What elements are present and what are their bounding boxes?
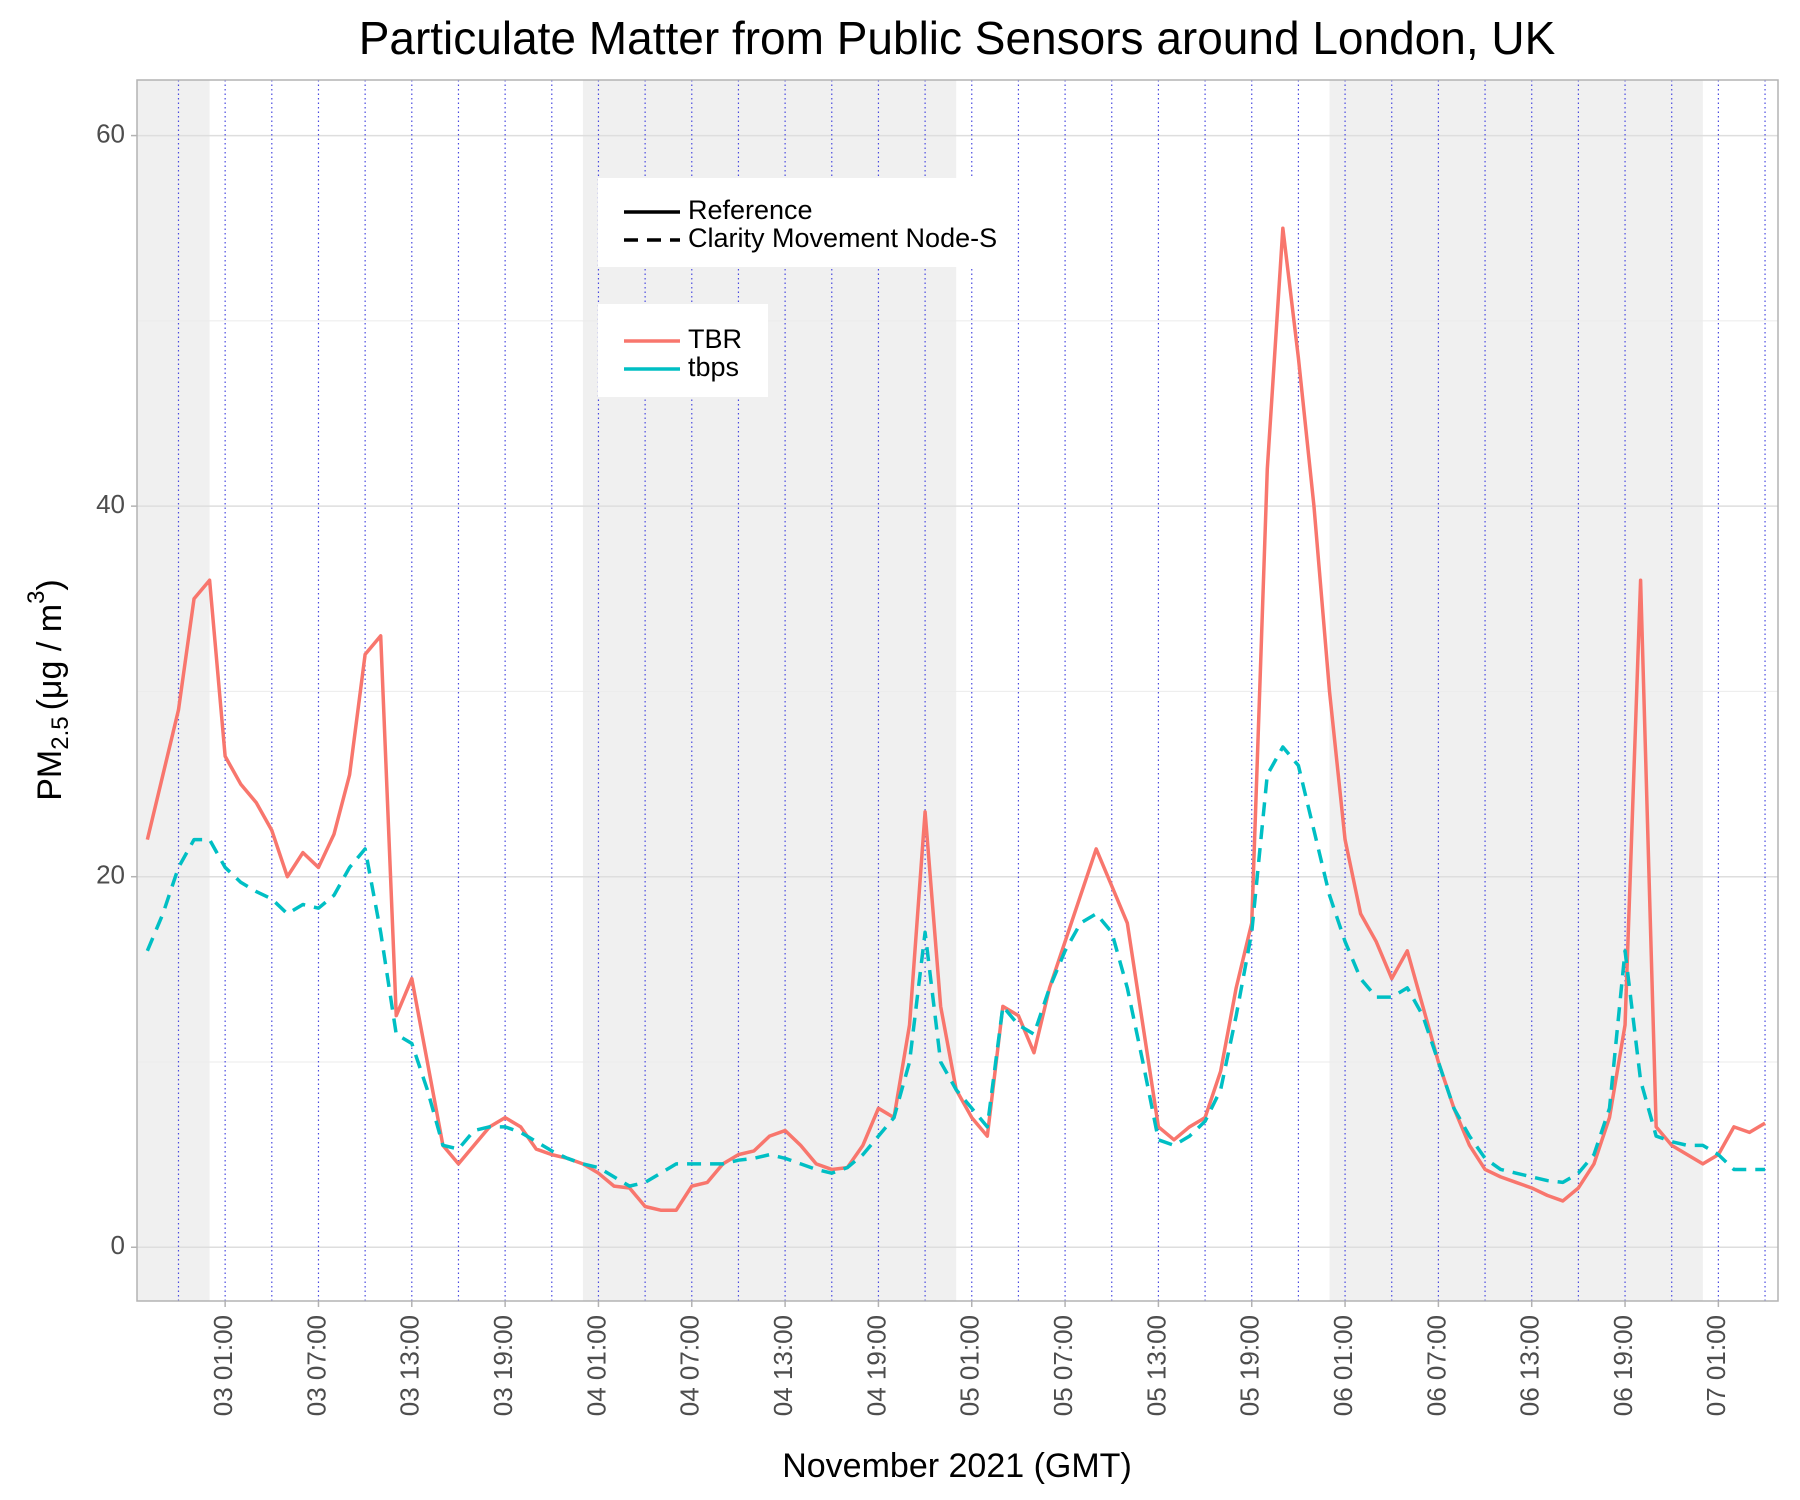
- x-tick-label: 04 01:00: [581, 1315, 611, 1416]
- y-tick-label: 20: [96, 860, 125, 890]
- x-tick-label: 04 07:00: [675, 1315, 705, 1416]
- y-label-main: PM: [31, 750, 69, 801]
- night-shade: [137, 80, 210, 1301]
- legend-label: Reference: [688, 195, 813, 225]
- series-line: [145, 745, 1766, 1188]
- x-tick-label: 05 01:00: [955, 1315, 985, 1416]
- plot-border: [136, 79, 1779, 1302]
- y-tick-label: 40: [96, 489, 125, 519]
- legend-label: TBR: [688, 324, 742, 354]
- x-tick-label: 06 01:00: [1328, 1315, 1358, 1416]
- y-label-unit: (μg / m: [31, 604, 69, 710]
- x-tick-label: 06 07:00: [1421, 1315, 1451, 1416]
- y-tick-label: 0: [111, 1230, 125, 1260]
- legend-box: [598, 304, 768, 397]
- x-tick-label: 04 19:00: [861, 1315, 891, 1416]
- x-tick-label: 03 07:00: [301, 1315, 331, 1416]
- y-label-sup: 3: [23, 591, 50, 604]
- x-axis-label: November 2021 (GMT): [782, 1447, 1132, 1485]
- y-tick-label: 60: [96, 118, 125, 148]
- x-tick-label: 03 19:00: [488, 1315, 518, 1416]
- y-label-close: ): [31, 579, 69, 590]
- y-label-sub: 2.5: [47, 716, 74, 749]
- x-tick-label: 04 13:00: [768, 1315, 798, 1416]
- y-axis-label: PM2.5 (μg / m3): [23, 579, 74, 801]
- x-tick-label: 07 01:00: [1701, 1315, 1731, 1416]
- legend-label: Clarity Movement Node-S: [688, 223, 997, 253]
- x-tick-label: 06 13:00: [1515, 1315, 1545, 1416]
- x-tick-label: 03 01:00: [208, 1315, 238, 1416]
- legend-box: [598, 178, 993, 267]
- legend-label: tbps: [688, 352, 739, 382]
- chart-title: Particulate Matter from Public Sensors a…: [359, 12, 1556, 64]
- night-shade: [1329, 80, 1703, 1301]
- x-tick-label: 06 19:00: [1608, 1315, 1638, 1416]
- x-tick-label: 05 07:00: [1048, 1315, 1078, 1416]
- x-tick-label: 05 19:00: [1235, 1315, 1265, 1416]
- x-tick-label: 05 13:00: [1141, 1315, 1171, 1416]
- x-tick-label: 03 13:00: [395, 1315, 425, 1416]
